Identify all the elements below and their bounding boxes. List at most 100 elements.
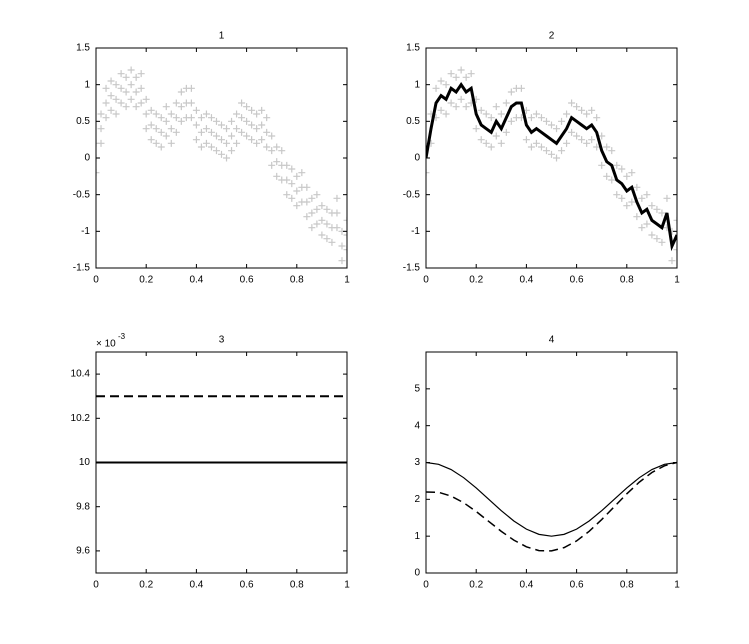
cross-marker — [218, 150, 225, 158]
subplot: 4 0 0.2 0.4 0.6 0.8 1 0 1 2 3 4 5 — [414, 335, 680, 591]
cross-marker — [548, 150, 555, 158]
cross-marker — [303, 213, 311, 221]
cross-marker — [112, 81, 120, 89]
cross-marker — [628, 169, 636, 177]
cross-marker — [323, 235, 331, 243]
cross-marker — [653, 235, 661, 243]
cross-marker — [568, 99, 576, 107]
cross-marker — [613, 191, 621, 199]
cross-marker — [537, 143, 545, 151]
cross-marker — [442, 81, 450, 89]
cross-marker — [477, 106, 485, 114]
cross-marker — [608, 176, 616, 184]
cross-marker — [573, 132, 581, 140]
cross-marker — [537, 114, 545, 122]
cross-marker — [162, 117, 170, 125]
cross-marker — [668, 257, 676, 265]
cross-marker — [192, 106, 200, 114]
cross-marker — [487, 114, 495, 122]
x-tick-label: 0.2 — [469, 580, 483, 591]
cross-marker — [117, 84, 125, 92]
x-tick-label: 0.8 — [620, 580, 634, 591]
cross-marker — [117, 99, 125, 107]
x-tick-label: 0.4 — [519, 275, 533, 286]
y-tick-label: 5 — [414, 383, 420, 394]
x-tick-label: 0.4 — [189, 275, 203, 286]
cross-marker — [648, 231, 656, 239]
cross-marker — [588, 106, 596, 114]
y-tick-label: -1.5 — [73, 263, 91, 274]
cross-marker — [162, 132, 170, 140]
cross-marker — [497, 139, 505, 147]
cross-marker — [283, 191, 291, 199]
y-tick-label: 0 — [414, 568, 420, 579]
cross-marker — [258, 106, 266, 114]
y-tick-label: -0.5 — [73, 189, 91, 200]
cross-marker — [107, 77, 115, 85]
cross-marker — [137, 70, 145, 78]
cross-marker — [492, 132, 500, 140]
cross-marker — [192, 121, 200, 129]
cross-marker — [127, 66, 135, 74]
cross-marker — [487, 143, 495, 151]
cross-marker — [293, 172, 301, 180]
x-tick-label: 0 — [93, 275, 99, 286]
cross-marker — [263, 143, 271, 151]
cross-marker — [218, 136, 225, 144]
subplot: 1 0 0.2 0.4 0.6 0.8 1 -1.5 -1 -0.5 0 0.5 1 1.5 — [73, 31, 350, 286]
cross-marker — [432, 84, 440, 92]
cross-marker — [278, 147, 286, 155]
cross-marker — [618, 165, 626, 173]
cross-marker — [618, 194, 626, 202]
cross-marker — [492, 103, 500, 111]
cross-marker — [157, 114, 165, 122]
cross-marker — [507, 117, 515, 125]
cross-marker — [532, 110, 540, 118]
cross-marker — [437, 106, 445, 114]
x-tick-label: 0.8 — [620, 275, 634, 286]
x-tick-label: 0.8 — [290, 275, 304, 286]
cross-marker — [152, 110, 160, 118]
y-tick-label: -1.5 — [403, 263, 421, 274]
series-line — [426, 461, 677, 537]
cross-marker — [328, 238, 336, 246]
cross-marker — [127, 81, 135, 89]
cross-marker — [233, 110, 241, 118]
cross-marker — [127, 95, 135, 103]
cross-marker — [96, 169, 100, 177]
cross-marker — [197, 143, 205, 151]
cross-marker — [658, 209, 666, 217]
cross-marker — [243, 117, 251, 125]
x-tick-label: 0.8 — [290, 580, 304, 591]
cross-marker — [157, 143, 165, 151]
cross-marker — [268, 147, 276, 155]
cross-marker — [187, 114, 195, 122]
cross-marker — [253, 125, 261, 133]
cross-marker — [308, 224, 316, 232]
cross-marker — [102, 114, 110, 122]
cross-marker — [338, 257, 346, 265]
y-tick-label: 2 — [414, 494, 420, 505]
x-tick-label: 1 — [344, 275, 350, 286]
cross-marker — [462, 103, 470, 111]
cross-marker — [202, 110, 210, 118]
cross-marker — [172, 114, 180, 122]
cross-marker — [142, 110, 150, 118]
cross-marker — [663, 194, 671, 202]
cross-marker — [177, 103, 185, 111]
data-layer — [426, 66, 677, 265]
cross-marker — [333, 209, 341, 217]
cross-marker — [482, 139, 490, 147]
cross-marker — [467, 70, 475, 78]
y-tick-label: 9.6 — [76, 546, 90, 557]
cross-marker — [343, 246, 347, 254]
cross-marker — [142, 95, 150, 103]
cross-marker — [638, 194, 646, 202]
cross-marker — [477, 136, 485, 144]
cross-marker — [223, 139, 231, 147]
cross-marker — [212, 147, 220, 155]
cross-marker — [598, 161, 606, 169]
cross-marker — [233, 125, 241, 133]
cross-marker — [122, 103, 130, 111]
cross-marker — [207, 143, 215, 151]
